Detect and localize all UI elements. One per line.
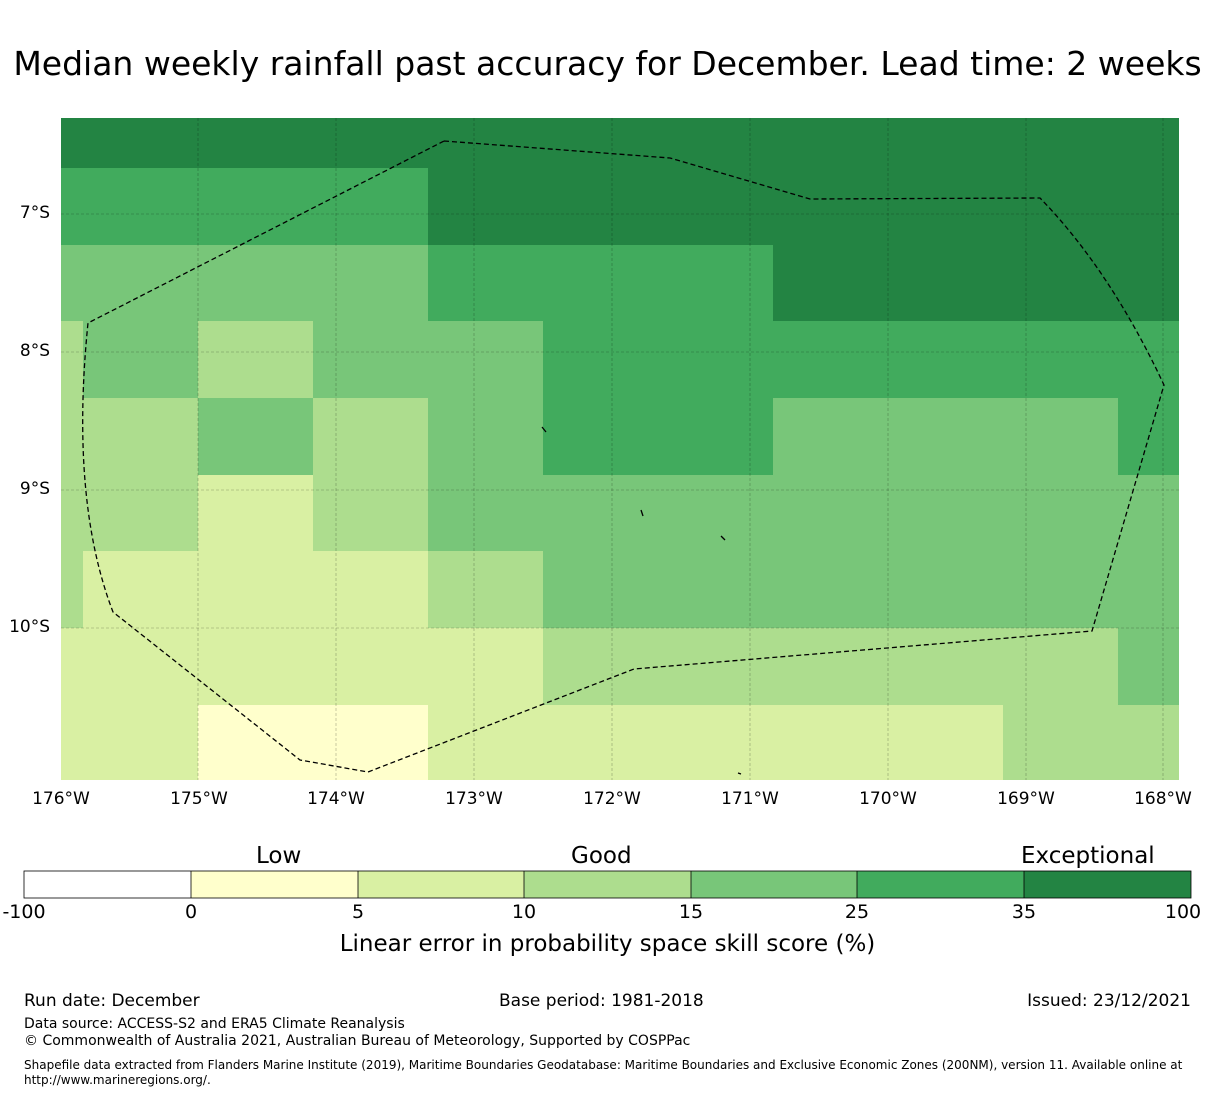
grid-cell <box>428 245 774 322</box>
grid-cell <box>773 245 1179 322</box>
grid-cell <box>313 321 544 399</box>
lon-label: 173°W <box>445 789 503 809</box>
lon-label: 174°W <box>307 789 365 809</box>
grid-cell <box>61 475 199 552</box>
grid-cell <box>428 475 1179 552</box>
base-period: Base period: 1981-2018 <box>499 991 704 1011</box>
island-marks <box>541 426 742 775</box>
colorbar-segment <box>524 871 691 898</box>
grid-cell <box>543 551 1179 629</box>
lat-label: 8°S <box>19 341 50 361</box>
grid-cell <box>61 168 429 246</box>
lat-label: 9°S <box>19 479 50 499</box>
grid-cell <box>61 245 429 322</box>
category-label-good: Good <box>571 843 632 869</box>
grid-cell <box>543 398 774 476</box>
grid-cell <box>198 321 314 399</box>
lon-label: 176°W <box>32 789 90 809</box>
lon-label: 169°W <box>997 789 1055 809</box>
grid-cell <box>428 551 544 629</box>
colorbar-tick: -100 <box>2 901 46 923</box>
grid-cell <box>198 398 314 476</box>
grid-cell <box>61 321 84 399</box>
lon-label: 170°W <box>859 789 917 809</box>
grid-cell <box>428 398 544 476</box>
colorbar-segment <box>1024 871 1191 898</box>
data-source: Data source: ACCESS-S2 and ERA5 Climate … <box>24 1016 405 1032</box>
grid-cell <box>313 475 429 552</box>
colorbar-tick: 0 <box>184 901 198 923</box>
grid-cell <box>428 705 1004 780</box>
eez-boundary <box>82 140 1165 773</box>
lon-label: 172°W <box>583 789 641 809</box>
colorbar-tick: 15 <box>678 901 704 923</box>
colorbar-segment <box>191 871 358 898</box>
colorbar-tick: 100 <box>1164 901 1202 923</box>
grid-cell <box>198 475 314 552</box>
colorbar <box>23 870 1192 899</box>
colorbar-segment <box>24 871 191 898</box>
grid-cell <box>543 628 1119 706</box>
lat-label: 7°S <box>19 203 50 223</box>
grid-cell <box>1118 628 1179 706</box>
map-title: Median weekly rainfall past accuracy for… <box>13 44 1202 83</box>
colorbar-tick: 35 <box>1011 901 1037 923</box>
grid-cell <box>83 551 429 629</box>
grid-cell <box>61 118 1179 169</box>
grid-cell <box>428 168 1179 246</box>
colorbar-tick: 25 <box>844 901 870 923</box>
colorbar-tick: 5 <box>351 901 365 923</box>
grid-cell <box>61 551 84 629</box>
skill-grid <box>61 118 1179 780</box>
copyright: © Commonwealth of Australia 2021, Austra… <box>24 1033 691 1049</box>
colorbar-segment <box>358 871 524 898</box>
colorbar-segment <box>857 871 1024 898</box>
colorbar-title: Linear error in probability space skill … <box>339 931 876 957</box>
grid-cell <box>61 705 199 780</box>
lon-label: 175°W <box>170 789 228 809</box>
grid-cell <box>61 398 199 476</box>
grid-cell <box>543 321 1179 399</box>
colorbar-segment <box>691 871 857 898</box>
lat-label: 10°S <box>9 617 50 637</box>
run-date: Run date: December <box>24 991 200 1011</box>
shapefile-credit: Shapefile data extracted from Flanders M… <box>24 1058 1183 1087</box>
grid-cell <box>198 705 429 780</box>
grid-cell <box>1003 705 1179 780</box>
lon-label: 168°W <box>1134 789 1192 809</box>
colorbar-tick: 10 <box>511 901 537 923</box>
grid-cell <box>61 628 544 706</box>
grid-cell <box>313 398 429 476</box>
graticule <box>61 118 1179 780</box>
category-label-exceptional: Exceptional <box>1021 843 1155 869</box>
issued-date: Issued: 23/12/2021 <box>1027 991 1191 1011</box>
grid-cell <box>83 321 199 399</box>
category-label-low: Low <box>256 843 302 869</box>
grid-cell <box>773 398 1119 476</box>
lon-label: 171°W <box>721 789 779 809</box>
